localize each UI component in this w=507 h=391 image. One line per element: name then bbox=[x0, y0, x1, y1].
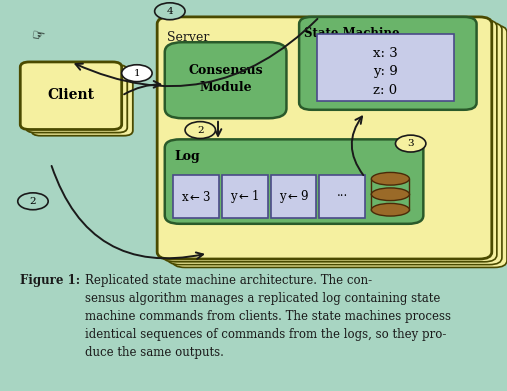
Text: Client: Client bbox=[48, 88, 94, 102]
Bar bbox=[271, 174, 316, 218]
Text: Replicated state machine architecture. The con-
sensus algorithm manages a repli: Replicated state machine architecture. T… bbox=[85, 274, 451, 359]
Text: 2: 2 bbox=[197, 126, 204, 135]
Circle shape bbox=[395, 135, 426, 152]
Bar bbox=[222, 174, 268, 218]
Text: 3: 3 bbox=[407, 139, 414, 148]
Circle shape bbox=[185, 122, 215, 138]
Text: z: 0: z: 0 bbox=[373, 84, 397, 97]
Text: y$\leftarrow$1: y$\leftarrow$1 bbox=[231, 188, 259, 205]
Text: x: 3: x: 3 bbox=[373, 47, 397, 60]
Ellipse shape bbox=[371, 172, 410, 185]
Ellipse shape bbox=[371, 203, 410, 216]
FancyBboxPatch shape bbox=[20, 62, 122, 129]
FancyBboxPatch shape bbox=[172, 25, 507, 267]
Circle shape bbox=[18, 193, 48, 210]
FancyBboxPatch shape bbox=[165, 139, 423, 224]
Text: ···: ··· bbox=[337, 190, 348, 203]
Text: State Machine: State Machine bbox=[304, 27, 400, 40]
FancyBboxPatch shape bbox=[31, 68, 133, 136]
FancyBboxPatch shape bbox=[162, 20, 497, 262]
Text: 2: 2 bbox=[29, 197, 37, 206]
Bar bbox=[173, 174, 219, 218]
Text: y: 9: y: 9 bbox=[373, 65, 397, 78]
FancyBboxPatch shape bbox=[167, 23, 502, 265]
Circle shape bbox=[155, 3, 185, 20]
Text: 1: 1 bbox=[133, 69, 140, 78]
FancyBboxPatch shape bbox=[26, 65, 127, 133]
FancyBboxPatch shape bbox=[299, 17, 477, 110]
Text: 4: 4 bbox=[166, 7, 173, 16]
Bar bbox=[317, 34, 454, 101]
Text: ☞: ☞ bbox=[30, 28, 46, 45]
Text: y$\leftarrow$9: y$\leftarrow$9 bbox=[279, 188, 308, 205]
FancyBboxPatch shape bbox=[165, 42, 286, 118]
Text: Figure 1:: Figure 1: bbox=[20, 274, 81, 287]
Ellipse shape bbox=[371, 188, 410, 201]
Text: x$\leftarrow$3: x$\leftarrow$3 bbox=[182, 190, 211, 203]
Bar bbox=[319, 174, 365, 218]
Circle shape bbox=[122, 65, 152, 82]
FancyBboxPatch shape bbox=[157, 17, 492, 259]
Text: Consensus
Module: Consensus Module bbox=[188, 65, 263, 94]
Text: Server: Server bbox=[167, 31, 210, 44]
Text: Log: Log bbox=[175, 150, 201, 163]
